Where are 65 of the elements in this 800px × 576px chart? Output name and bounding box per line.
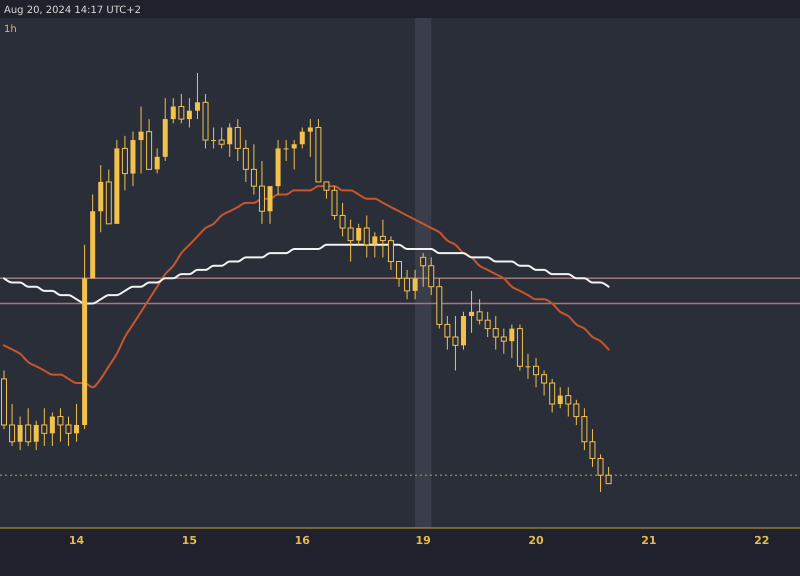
- candlestick: [242, 140, 249, 182]
- candlestick: [218, 126, 225, 149]
- candlestick: [444, 316, 450, 350]
- candlestick: [186, 98, 192, 128]
- candlestick: [598, 454, 604, 492]
- candlestick: [234, 118, 241, 162]
- x-tick-label: 21: [641, 534, 657, 547]
- candlestick: [533, 357, 540, 388]
- candlestick: [18, 416, 23, 451]
- candlestick: [452, 316, 458, 371]
- candlestick: [25, 408, 32, 446]
- candlestick: [428, 256, 434, 296]
- candlestick: [509, 324, 514, 358]
- candlestick: [9, 404, 16, 446]
- candlestick: [41, 408, 48, 446]
- x-tick-label: 20: [528, 534, 544, 547]
- candlestick: [284, 140, 289, 162]
- candlestick: [74, 404, 80, 442]
- candlestick: [396, 261, 402, 288]
- candlestick: [492, 316, 499, 350]
- candlestick: [211, 126, 216, 149]
- candlestick: [308, 118, 313, 158]
- text: 1h: [4, 24, 17, 35]
- candlestick: [525, 353, 530, 380]
- x-tick-label: 14: [68, 534, 85, 547]
- candlestick: [300, 126, 305, 149]
- candlestick: [469, 290, 474, 334]
- candlestick: [154, 148, 160, 174]
- candlestick: [589, 428, 596, 468]
- x-tick-label: 19: [416, 534, 431, 547]
- candlestick: [606, 466, 612, 484]
- candlestick: [170, 98, 176, 124]
- candlestick: [323, 181, 330, 200]
- candlestick: [50, 412, 55, 446]
- candlestick: [356, 223, 362, 246]
- x-tick-label: 22: [754, 534, 770, 547]
- candlestick: [558, 386, 563, 409]
- candlestick: [380, 219, 386, 258]
- candlestick: [292, 140, 297, 170]
- candlestick: [364, 214, 370, 258]
- x-tick-label: 16: [294, 534, 310, 547]
- candlestick: [227, 122, 232, 158]
- text: Aug 20, 2024 14:17 UTC+2: [4, 5, 141, 16]
- candlestick: [484, 311, 491, 338]
- candlestick: [420, 252, 426, 288]
- candlestick: [541, 370, 548, 396]
- candlestick: [178, 93, 184, 124]
- candlestick: [65, 416, 72, 446]
- candlestick: [34, 420, 39, 451]
- candlestick: [250, 144, 257, 196]
- candlestick: [412, 269, 418, 300]
- candlestick: [565, 386, 572, 418]
- candlestick: [476, 298, 483, 325]
- x-tick-label: 15: [182, 534, 198, 547]
- candlestick: [340, 202, 346, 237]
- candlestick: [372, 232, 378, 258]
- candlestick: [138, 106, 144, 174]
- candlestick: [573, 399, 580, 426]
- candlestick: [388, 236, 394, 270]
- candlestick: [500, 328, 507, 354]
- candlestick: [194, 72, 200, 120]
- candlestick: [549, 378, 556, 413]
- candlestick: [404, 269, 410, 300]
- candlestick: [57, 408, 64, 442]
- candlestick: [348, 219, 354, 262]
